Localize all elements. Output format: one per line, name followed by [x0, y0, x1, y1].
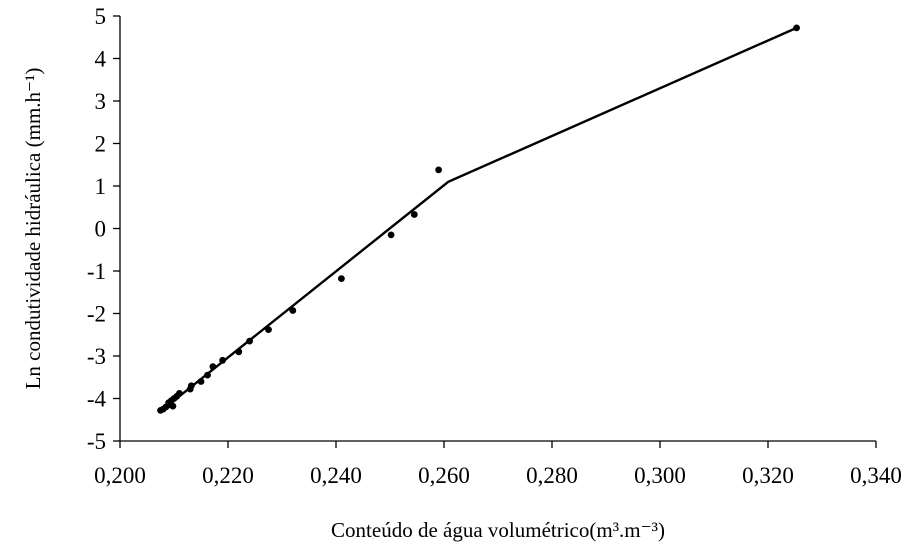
- data-point: [204, 371, 211, 379]
- data-point: [176, 390, 183, 397]
- data-point: [235, 348, 243, 356]
- x-tick-label: 0,260: [418, 463, 470, 488]
- y-tick-label: 3: [95, 89, 107, 114]
- data-point: [265, 326, 272, 333]
- x-tick-label: 0,300: [634, 463, 686, 488]
- y-axis-title: Ln condutividade hidráulica (mm.h⁻¹): [21, 68, 45, 390]
- x-tick-label: 0,240: [310, 463, 362, 488]
- y-tick-label: 0: [95, 217, 107, 242]
- x-tick-label: 0,280: [526, 463, 578, 488]
- y-tick-label: -5: [87, 429, 106, 454]
- data-point: [169, 402, 177, 410]
- y-tick-label: 2: [95, 132, 107, 157]
- x-axis-title: Conteúdo de água volumétrico(m³.m⁻³): [331, 518, 665, 542]
- data-point: [209, 363, 217, 370]
- x-tick-label: 0,340: [850, 463, 902, 488]
- data-point: [793, 24, 800, 32]
- axes: [119, 16, 876, 442]
- y-tick-label: 4: [95, 47, 107, 72]
- y-axis-ticks: -5 -4 -3 -2 -1 0 1 2 3 4 5: [87, 4, 120, 454]
- data-point: [338, 275, 345, 282]
- y-tick-label: 5: [95, 4, 107, 29]
- data-point: [246, 337, 254, 345]
- y-tick-label: -3: [87, 344, 106, 369]
- x-tick-label: 0,200: [94, 463, 146, 488]
- data-point: [197, 378, 205, 385]
- y-tick-label: -1: [87, 259, 106, 284]
- fit-line-layer: [159, 26, 798, 413]
- x-tick-label: 0,220: [202, 463, 254, 488]
- data-point: [435, 166, 442, 174]
- x-axis-ticks: 0,200 0,220 0,240 0,260 0,280 0,300 0,320 0,340: [94, 441, 902, 488]
- data-point: [219, 356, 227, 364]
- data-point: [187, 382, 195, 390]
- y-tick-label: 1: [95, 174, 107, 199]
- data-point: [410, 211, 418, 218]
- y-tick-label: -4: [87, 387, 107, 412]
- data-points-layer: [157, 24, 800, 414]
- data-point: [289, 307, 297, 314]
- data-point: [387, 231, 395, 239]
- x-tick-label: 0,320: [742, 463, 794, 488]
- y-tick-label: -2: [87, 302, 106, 327]
- fitted-line: [159, 26, 798, 413]
